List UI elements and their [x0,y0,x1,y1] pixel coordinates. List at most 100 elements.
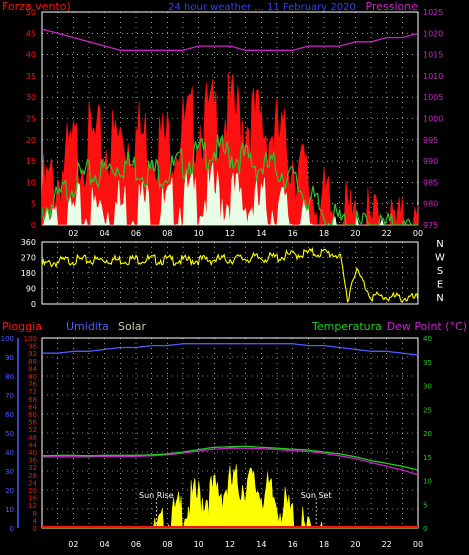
header-left-title: Forza vento) [2,0,71,13]
rain-tick-label: 100 [1,335,14,343]
wind-time-label: 14 [256,229,266,238]
temperature-tick-label: 15 [423,454,432,462]
wind-y-tick-label: 50 [26,8,36,17]
pressure-tick-label: 985 [423,178,438,187]
humidity-tick-label: 64 [28,403,37,411]
legend-humidity: Umidita [66,320,109,333]
wind-time-label: 00 [413,229,423,238]
wind-time-label: 18 [319,229,329,238]
pressure-tick-label: 1015 [423,51,443,60]
wind-average-line [41,133,418,227]
compass-label: N [436,239,443,250]
direction-y-tick-label: 270 [21,254,36,263]
direction-series [41,246,419,304]
rain-tick-label: 90 [5,354,14,362]
humidity-tick-label: 72 [28,388,37,396]
humidity-tick-label: 12 [28,502,37,510]
rain-tick-label: 0 [10,525,14,533]
sunrise-label: Sun Rise [139,491,174,500]
humidity-tick-label: 48 [28,434,37,442]
climate-series [41,343,419,529]
humidity-tick-label: 0 [33,525,37,533]
temperature-tick-label: 35 [423,359,432,367]
wind-y-tick-label: 15 [26,157,36,166]
wind-time-label: 08 [162,229,172,238]
direction-y-tick-label: 360 [21,238,36,247]
climate-time-label: 22 [382,540,392,549]
wind-time-label: 16 [288,229,298,238]
pressure-tick-label: 995 [423,136,438,145]
temperature-tick-label: 25 [423,406,432,414]
compass-label: S [437,266,443,277]
pressure-tick-label: 1010 [423,72,443,81]
direction-line [41,246,419,304]
compass-label: W [435,253,445,264]
wind-y-tick-label: 35 [26,72,36,81]
temperature-tick-label: 30 [423,383,432,391]
humidity-tick-label: 100 [24,335,37,343]
climate-time-label: 08 [162,540,172,549]
header-right-title: Pressione [366,0,419,13]
wind-y-tick-label: 5 [31,200,36,209]
wind-y-tick-label: 40 [26,51,36,60]
wind-time-label: 02 [68,229,78,238]
humidity-tick-label: 16 [28,495,37,503]
rain-tick-label: 10 [5,506,14,514]
humidity-tick-label: 20 [28,487,37,495]
compass-label: N [436,293,443,304]
humidity-tick-label: 32 [28,464,37,472]
wind-time-label: 12 [225,229,235,238]
temperature-tick-label: 40 [423,335,432,343]
temperature-line [41,445,419,471]
humidity-tick-label: 24 [28,479,37,487]
climate-time-label: 16 [288,540,298,549]
humidity-tick-label: 4 [33,517,38,525]
sunset-label: Sun Set [301,491,332,500]
wind-axes: 0510152025303540455097598098599099510001… [26,8,444,238]
climate-time-label: 00 [413,540,423,549]
wind-y-tick-label: 30 [26,93,36,102]
legend-temperature: Temperatura [311,320,382,333]
climate-time-label: 14 [256,540,266,549]
humidity-tick-label: 28 [28,472,37,480]
wind-y-tick-label: 25 [26,115,36,124]
rain-tick-label: 20 [5,487,14,495]
direction-y-tick-label: 0 [31,300,36,309]
legend-dew-point: Dew Point (°C) [387,320,467,333]
climate-time-label: 12 [225,540,235,549]
climate-time-label: 02 [68,540,78,549]
rain-tick-label: 80 [5,373,14,381]
climate-grid [42,337,418,529]
pressure-tick-label: 1020 [423,29,443,38]
climate-time-label: 06 [131,540,141,549]
legend-rain: Pioggia [2,320,42,333]
wind-time-label: 20 [350,229,360,238]
wind-series [41,28,419,227]
wind-min-area [42,162,418,226]
wind-y-tick-label: 10 [26,178,36,187]
humidity-tick-label: 52 [28,426,37,434]
wind-time-label: 10 [194,229,204,238]
humidity-tick-label: 8 [33,510,37,518]
pressure-tick-label: 1000 [423,115,443,124]
temperature-tick-label: 20 [423,430,432,438]
rain-tick-label: 70 [5,392,14,400]
humidity-tick-label: 56 [28,419,37,427]
climate-time-label: 04 [100,540,110,549]
rain-tick-label: 40 [5,449,14,457]
humidity-tick-label: 60 [28,411,37,419]
humidity-tick-label: 68 [28,396,37,404]
pressure-tick-label: 990 [423,157,438,166]
temperature-tick-label: 5 [423,501,427,509]
humidity-tick-label: 44 [28,441,37,449]
humidity-tick-label: 96 [28,343,37,351]
legend-solar: Solar [118,320,147,333]
humidity-line [42,343,419,356]
pressure-tick-label: 975 [423,221,438,230]
wind-time-label: 04 [100,229,110,238]
humidity-tick-label: 92 [28,350,37,358]
rain-tick-label: 30 [5,468,14,476]
